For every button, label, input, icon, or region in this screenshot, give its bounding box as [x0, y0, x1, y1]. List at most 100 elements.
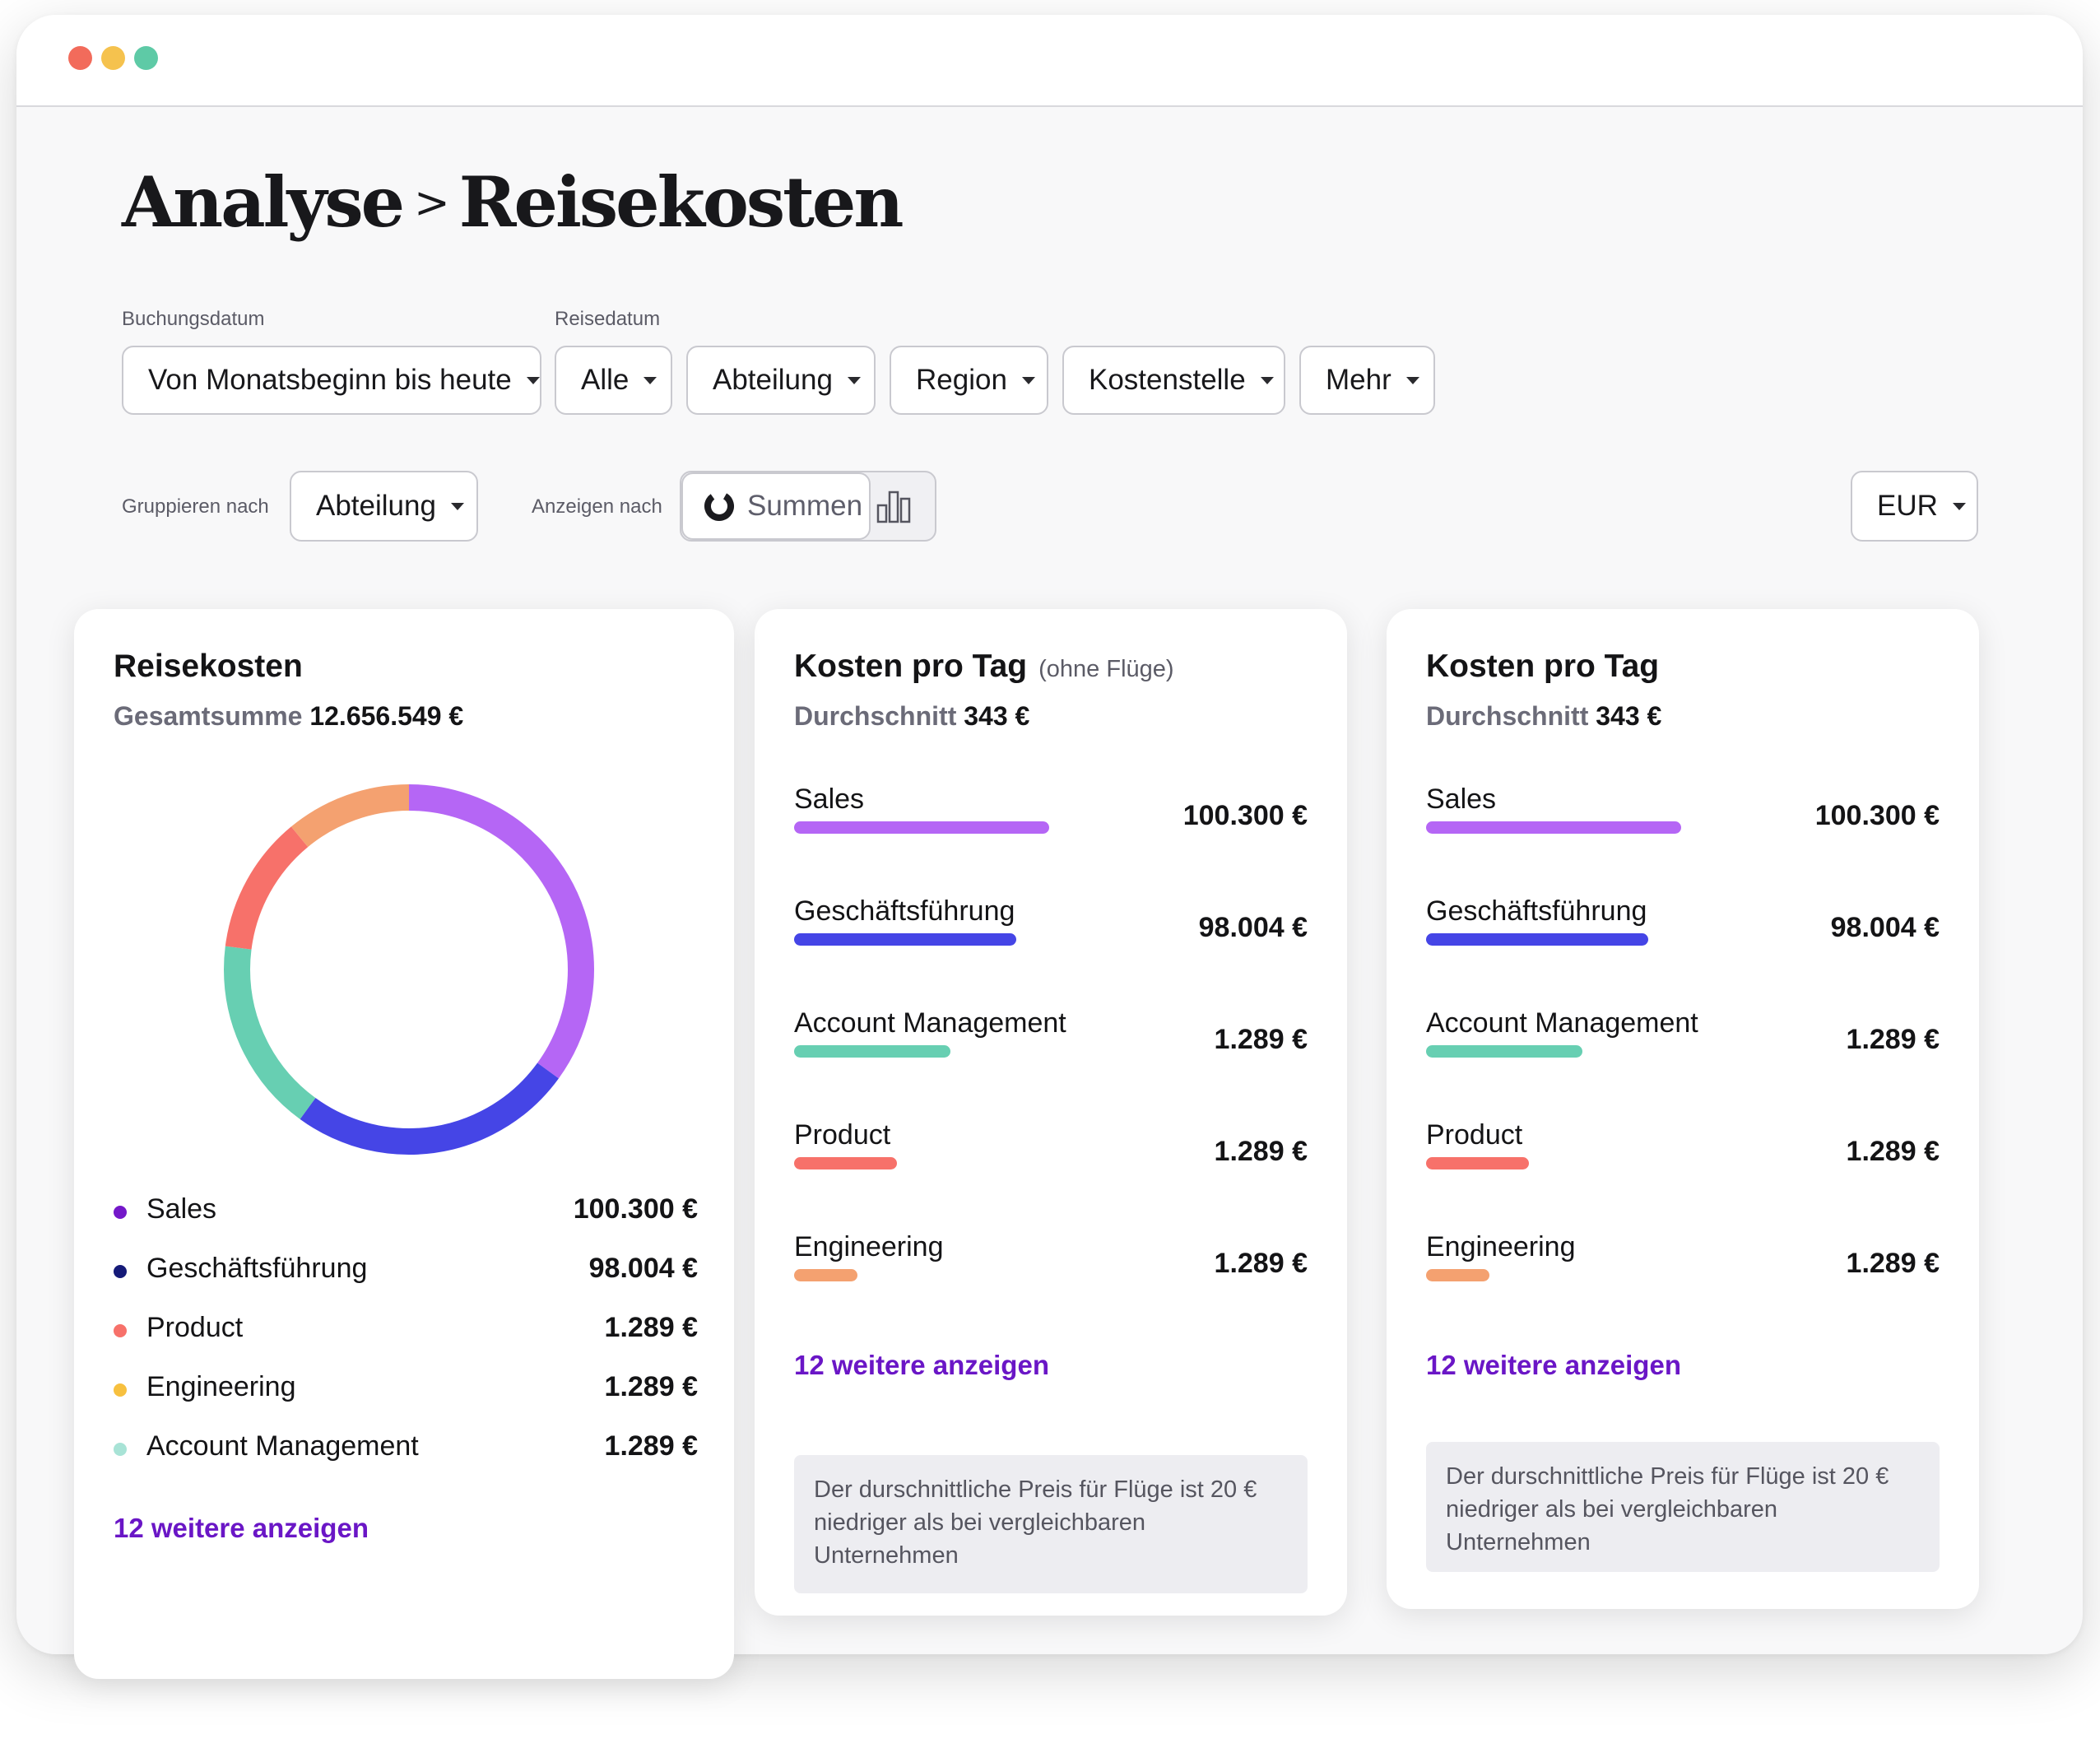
close-window-button[interactable] — [68, 46, 92, 70]
show-more-link[interactable]: 12 weitere anzeigen — [114, 1513, 369, 1543]
department-bar — [794, 1045, 950, 1058]
department-bar — [1426, 933, 1648, 946]
chevron-down-icon — [1260, 376, 1274, 384]
travel-costs-card: Reisekosten Gesamtsumme 12.656.549 € Sal… — [74, 609, 734, 1679]
cost-per-day-card: Kosten pro Tag Durchschnitt 343 € Sales 1… — [1387, 609, 1979, 1609]
department-row: Sales 100.300 € — [1426, 784, 1940, 866]
legend-item-name: Account Management — [146, 1430, 419, 1462]
breadcrumb-current: Reisekosten — [458, 161, 904, 243]
average-label: Durchschnitt — [794, 701, 957, 731]
department-row: Engineering 1.289 € — [794, 1231, 1308, 1314]
legend-item: Geschäftsführung 98.004 € — [114, 1249, 698, 1290]
department-bar — [1426, 821, 1681, 834]
show-more-link[interactable]: 12 weitere anzeigen — [1426, 1350, 1681, 1380]
total-value: 12.656.549 € — [309, 701, 464, 731]
bar-chart-icon — [876, 491, 911, 523]
department-name: Engineering — [794, 1231, 944, 1262]
legend-item: Engineering 1.289 € — [114, 1368, 698, 1409]
page-title: Analyse > Reisekosten — [122, 161, 904, 243]
legend-color-dot — [114, 1443, 127, 1456]
department-name: Product — [794, 1119, 891, 1151]
department-filter-dropdown[interactable]: Abteilung — [686, 346, 876, 415]
department-bar — [1426, 1045, 1582, 1058]
chevron-down-icon — [1021, 376, 1035, 384]
donut-segment — [224, 784, 594, 1155]
cost-center-filter-label: Kostenstelle — [1089, 364, 1246, 396]
department-row: Geschäftsführung 98.004 € — [794, 895, 1308, 978]
minimize-window-button[interactable] — [101, 46, 125, 70]
currency-dropdown[interactable]: EUR — [1851, 471, 1978, 542]
more-filters-dropdown[interactable]: Mehr — [1299, 346, 1435, 415]
department-row: Engineering 1.289 € — [1426, 1231, 1940, 1314]
department-name: Geschäftsführung — [794, 895, 1015, 927]
booking-date-label: Buchungsdatum — [122, 308, 265, 330]
average-value: 343 € — [964, 701, 1030, 731]
card-title: Reisekosten — [114, 649, 303, 684]
donut-chart-icon — [704, 491, 734, 521]
department-row: Product 1.289 € — [1426, 1119, 1940, 1202]
department-bar — [794, 933, 1016, 946]
group-by-label: Gruppieren nach — [122, 495, 269, 518]
legend-color-dot — [114, 1206, 127, 1219]
more-filters-label: Mehr — [1326, 364, 1391, 396]
department-bar — [794, 1269, 857, 1281]
currency-value: EUR — [1877, 490, 1938, 522]
flight-price-info-box: Der durschnittliche Preis für Flüge ist … — [1426, 1442, 1940, 1572]
legend-item-value: 98.004 € — [588, 1253, 698, 1284]
display-mode-bars[interactable] — [876, 487, 913, 529]
department-row: Account Management 1.289 € — [794, 1007, 1308, 1090]
department-name: Product — [1426, 1119, 1523, 1151]
legend-item-value: 1.289 € — [604, 1371, 698, 1402]
maximize-window-button[interactable] — [134, 46, 158, 70]
chevron-down-icon — [1405, 376, 1419, 384]
display-mode-totals[interactable]: Summen — [681, 472, 871, 540]
department-row: Geschäftsführung 98.004 € — [1426, 895, 1940, 978]
breadcrumb-parent[interactable]: Analyse — [122, 161, 405, 243]
donut-chart — [224, 784, 594, 1155]
display-by-label: Anzeigen nach — [532, 495, 662, 518]
display-mode-toggle: Summen — [680, 471, 936, 542]
department-name: Geschäftsführung — [1426, 895, 1647, 927]
display-mode-totals-label: Summen — [747, 490, 863, 522]
department-bar — [794, 821, 1049, 834]
card-title-text: Kosten pro Tag — [1426, 649, 1660, 684]
card-subtitle: Durchschnitt 343 € — [794, 701, 1029, 732]
breadcrumb-separator: > — [414, 179, 450, 228]
card-title-text: Kosten pro Tag — [794, 649, 1028, 684]
total-label: Gesamtsumme — [114, 701, 303, 731]
legend-item-name: Geschäftsführung — [146, 1253, 368, 1284]
department-value: 1.289 € — [1846, 1248, 1940, 1279]
department-value: 98.004 € — [1830, 912, 1940, 943]
travel-date-dropdown[interactable]: Alle — [555, 346, 672, 415]
window-titlebar — [16, 15, 2083, 107]
card-title: Kosten pro Tag (ohne Flüge) — [794, 649, 1174, 685]
travel-date-label: Reisedatum — [555, 308, 661, 330]
department-name: Engineering — [1426, 1231, 1576, 1262]
cost-center-filter-dropdown[interactable]: Kostenstelle — [1062, 346, 1285, 415]
department-value: 100.300 € — [1182, 800, 1308, 831]
department-bar — [794, 1157, 897, 1169]
department-value: 1.289 € — [1846, 1024, 1940, 1055]
legend-item-value: 100.300 € — [573, 1193, 698, 1225]
department-row: Product 1.289 € — [794, 1119, 1308, 1202]
group-by-value: Abteilung — [316, 490, 436, 522]
legend-item-name: Sales — [146, 1193, 217, 1225]
department-filter-label: Abteilung — [713, 364, 833, 396]
department-name: Sales — [1426, 784, 1497, 815]
department-value: 1.289 € — [1846, 1136, 1940, 1167]
department-value: 1.289 € — [1214, 1136, 1308, 1167]
department-value: 1.289 € — [1214, 1024, 1308, 1055]
department-bar — [1426, 1269, 1489, 1281]
show-more-link[interactable]: 12 weitere anzeigen — [794, 1350, 1049, 1380]
department-value: 100.300 € — [1814, 800, 1940, 831]
department-name: Sales — [794, 784, 865, 815]
chevron-down-icon — [643, 376, 657, 384]
donut-segment — [224, 784, 594, 1155]
booking-date-value: Von Monatsbeginn bis heute — [148, 364, 512, 396]
department-value: 98.004 € — [1198, 912, 1308, 943]
booking-date-dropdown[interactable]: Von Monatsbeginn bis heute — [122, 346, 541, 415]
legend-item: Account Management 1.289 € — [114, 1427, 698, 1468]
region-filter-dropdown[interactable]: Region — [890, 346, 1048, 415]
legend-color-dot — [114, 1383, 127, 1397]
group-by-dropdown[interactable]: Abteilung — [290, 471, 478, 542]
